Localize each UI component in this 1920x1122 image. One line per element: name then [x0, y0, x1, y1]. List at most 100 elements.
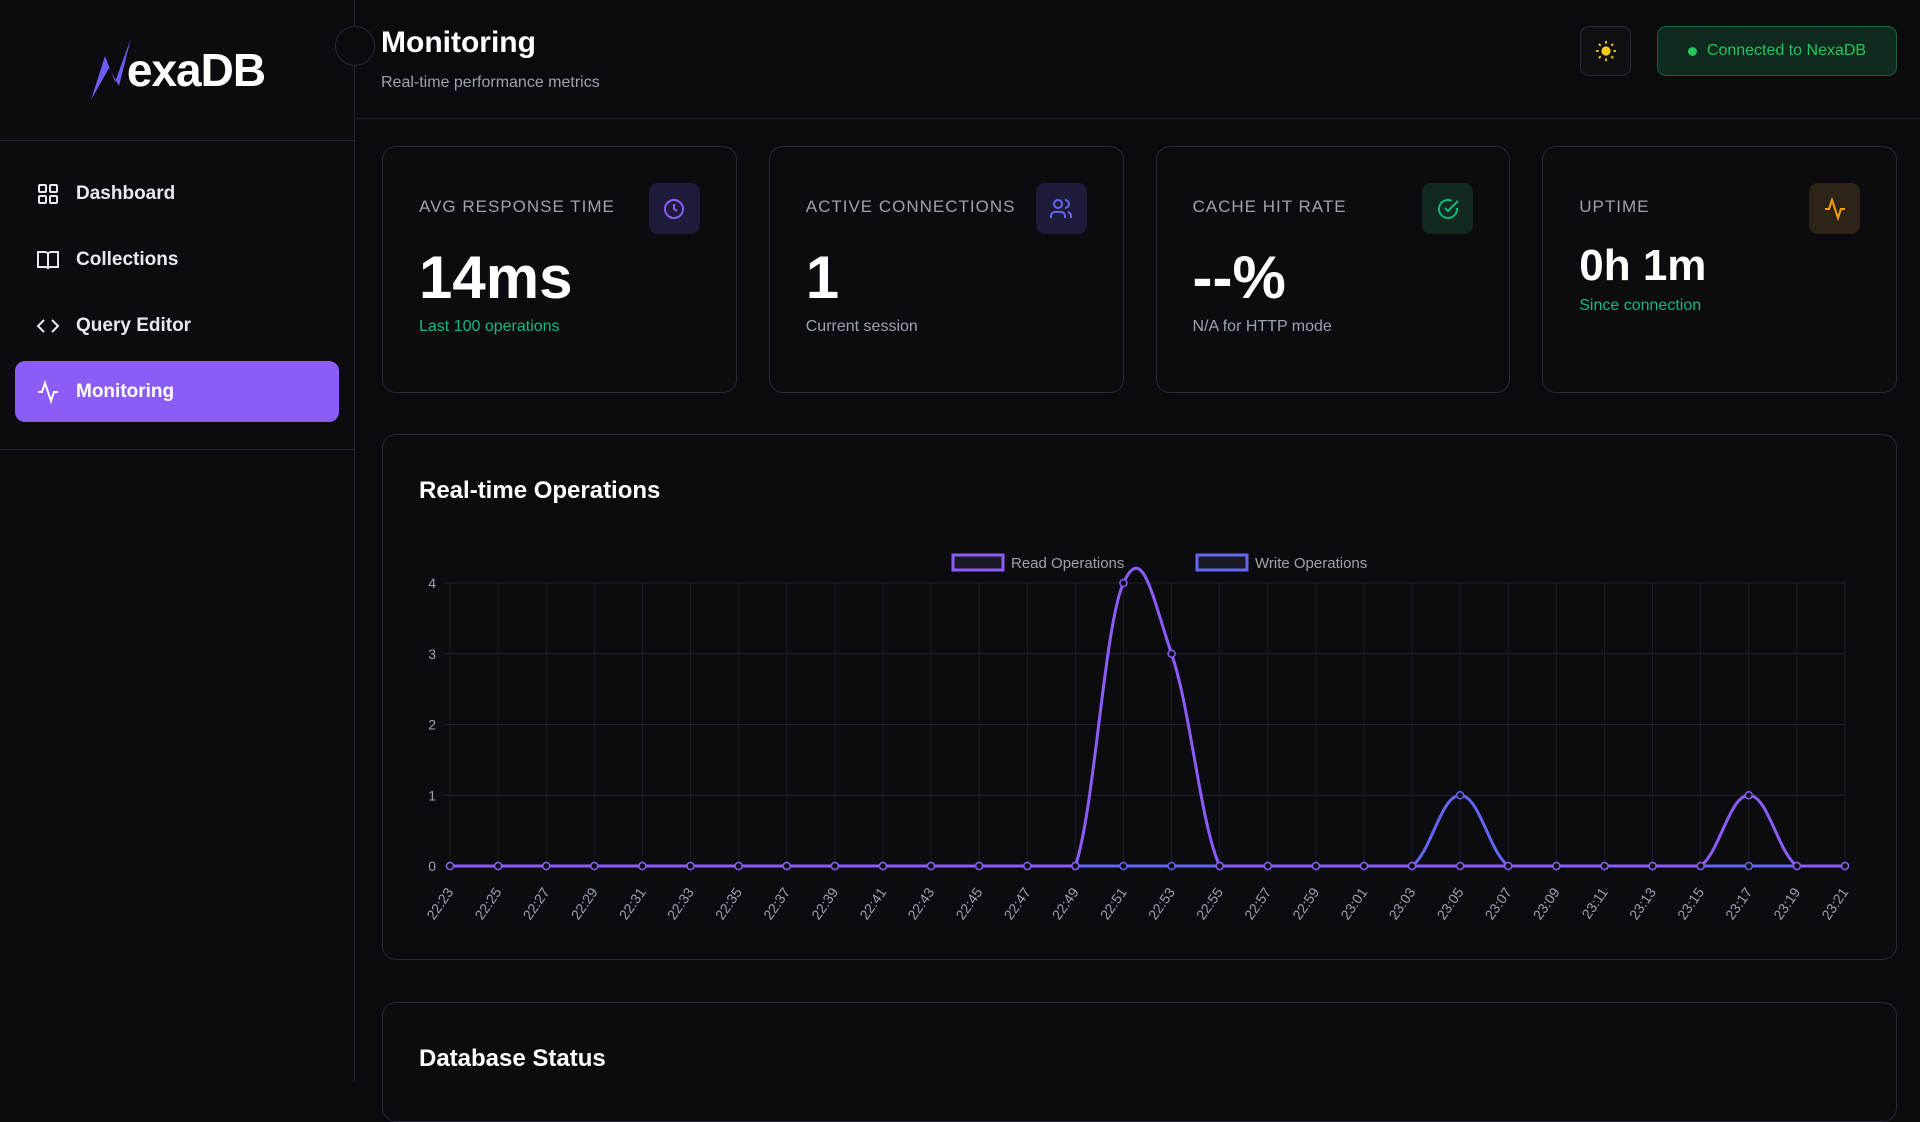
x-tick-label: 22:47: [1000, 884, 1033, 922]
metric-subtext: Last 100 operations: [419, 318, 560, 335]
sidebar-item-label: Query Editor: [76, 314, 192, 336]
database-status-panel: Database Status: [382, 1002, 1897, 1122]
metric-subtext: Current session: [805, 318, 918, 335]
metric-card-cache-hit-rate: CACHE HIT RATE --% N/A for HTTP mode: [1155, 146, 1511, 393]
metric-value: 14ms: [419, 244, 573, 311]
metric-card-avg-response: AVG RESPONSE TIME 14ms Last 100 operatio…: [382, 146, 737, 393]
x-tick-label: 23:09: [1530, 884, 1563, 922]
x-tick-label: 22:27: [519, 884, 552, 922]
check-circle-icon: [1422, 183, 1474, 234]
operations-chart: 22:23 22:25 22:27 22:29 22:31 22:33 22:35 22:37…: [423, 553, 1852, 922]
brand-name: exaDB: [126, 44, 266, 96]
data-point: [1119, 578, 1128, 588]
data-point: [1167, 649, 1176, 658]
data-point: [1215, 861, 1224, 871]
x-tick-label: 23:17: [1722, 884, 1755, 922]
data-point: [1455, 861, 1465, 871]
x-tick-label: 22:25: [471, 884, 504, 922]
data-point: [1744, 861, 1754, 871]
data-point: [782, 861, 791, 871]
data-point: [1792, 861, 1802, 871]
data-point: [1071, 861, 1080, 871]
metric-value: 0h 1m: [1579, 241, 1707, 290]
data-point: [1648, 861, 1657, 871]
x-tick-label: 22:43: [904, 884, 937, 922]
data-point: [1744, 791, 1754, 800]
sidebar-item-monitoring[interactable]: Monitoring: [15, 361, 339, 422]
metric-card-uptime: UPTIME 0h 1m Since connection: [1542, 146, 1897, 393]
metric-label: UPTIME: [1579, 197, 1650, 216]
status-title: Database Status: [419, 1045, 606, 1072]
x-tick-label: 23:11: [1578, 884, 1611, 921]
connection-status-badge: Connected to NexaDB: [1657, 26, 1897, 76]
x-tick-label: 22:29: [568, 884, 601, 922]
data-point: [1311, 861, 1321, 871]
sun-icon: [1595, 40, 1616, 62]
collapse-sidebar-button[interactable]: [335, 26, 375, 66]
x-tick-label: 22:35: [712, 884, 745, 922]
page-subtitle: Real-time performance metrics: [381, 74, 600, 91]
data-point: [541, 861, 551, 871]
legend-label: Write Operations: [1255, 555, 1367, 572]
x-tick-label: 22:51: [1097, 884, 1130, 922]
data-point: [878, 861, 888, 871]
x-tick-label: 22:33: [664, 884, 697, 922]
data-point: [445, 861, 455, 871]
main-content: Monitoring Real-time performance metrics…: [356, 0, 1920, 1122]
connection-status-text: Connected to NexaDB: [1706, 42, 1867, 59]
data-point: [590, 861, 599, 871]
x-tick-label: 22:37: [760, 884, 793, 922]
status-dot: [1687, 46, 1697, 56]
data-point: [1455, 791, 1465, 800]
x-tick-label: 22:57: [1241, 884, 1274, 922]
x-tick-label: 23:03: [1385, 884, 1418, 922]
metric-subtext: Since connection: [1579, 297, 1702, 314]
x-tick-label: 23:05: [1433, 884, 1466, 922]
series-line: [450, 566, 1845, 868]
metric-subtext: N/A for HTTP mode: [1192, 318, 1332, 335]
data-point: [1600, 861, 1609, 871]
code-icon: [36, 318, 60, 333]
data-point: [1119, 861, 1128, 871]
sidebar-item-label: Monitoring: [76, 380, 175, 402]
activity-icon: [38, 379, 58, 404]
data-point: [974, 861, 984, 871]
y-tick-label: 3: [428, 646, 436, 662]
data-point: [1504, 861, 1513, 871]
x-tick-label: 23:01: [1337, 884, 1370, 922]
x-tick-label: 22:39: [808, 884, 841, 922]
sidebar-item-label: Dashboard: [76, 182, 176, 204]
data-point: [493, 861, 503, 871]
metric-label: CACHE HIT RATE: [1192, 197, 1347, 216]
x-tick-label: 23:15: [1674, 884, 1707, 922]
page-title: Monitoring: [381, 26, 536, 59]
book-icon: [37, 250, 59, 269]
data-point: [1167, 861, 1176, 871]
theme-toggle-button[interactable]: [1580, 26, 1631, 76]
y-tick-label: 0: [428, 858, 436, 874]
x-tick-label: 22:45: [952, 884, 985, 922]
x-tick-label: 22:49: [1049, 884, 1082, 922]
y-tick-label: 1: [428, 787, 436, 803]
sidebar-item-dashboard[interactable]: Dashboard: [15, 163, 339, 224]
x-tick-label: 23:07: [1482, 884, 1515, 922]
data-point: [830, 861, 840, 871]
page-header: Monitoring Real-time performance metrics…: [356, 0, 1920, 119]
legend-swatch: [1195, 553, 1249, 572]
grid-icon: [38, 183, 58, 204]
sidebar-item-label: Collections: [76, 248, 179, 270]
realtime-operations-panel: Real-time Operations 22:23 22:25 22:27 22:2…: [382, 434, 1897, 960]
data-point: [1696, 861, 1705, 871]
data-point: [1263, 861, 1273, 871]
x-tick-label: 23:21: [1818, 884, 1851, 922]
x-tick-label: 22:59: [1289, 884, 1322, 922]
data-point: [686, 861, 695, 871]
clock-icon: [648, 183, 700, 234]
sidebar: exaDB Dashboard Collections Query Editor…: [0, 0, 375, 1081]
sidebar-item-query-editor[interactable]: Query Editor: [15, 295, 339, 356]
sidebar-item-collections[interactable]: Collections: [15, 229, 339, 290]
y-tick-label: 2: [428, 717, 436, 733]
x-tick-label: 22:41: [856, 884, 889, 922]
data-point: [1552, 861, 1561, 871]
x-tick-label: 23:19: [1770, 884, 1803, 922]
